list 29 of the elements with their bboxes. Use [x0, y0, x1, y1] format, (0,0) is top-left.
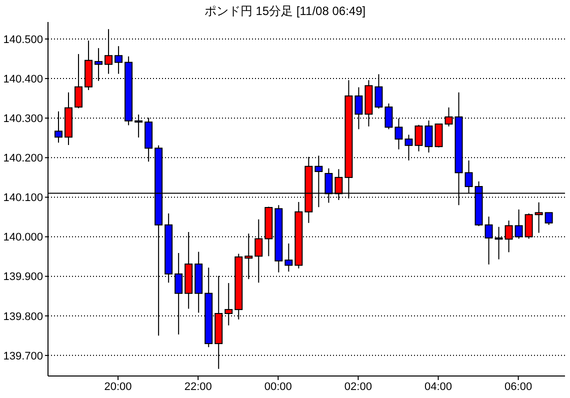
y-tick-label: 139.700 [3, 350, 43, 362]
chart-title: ポンド円 15分足 [11/08 06:49] [203, 3, 367, 20]
x-tick-label: 22:00 [184, 380, 212, 393]
candlestick [394, 118, 403, 150]
x-tick-label: 00:00 [264, 380, 292, 393]
y-tick-label: 139.900 [3, 271, 43, 284]
x-tick-label: 06:00 [504, 380, 532, 393]
y-tick-label: 140.200 [3, 152, 43, 165]
candlestick [74, 54, 83, 109]
y-tick-label: 140.400 [3, 73, 43, 86]
candlestick [544, 212, 553, 226]
candlestick [114, 46, 123, 74]
candlestick [424, 120, 433, 154]
candlestick [374, 74, 383, 110]
candlestick [434, 124, 443, 148]
x-tick-label: 04:00 [424, 380, 452, 393]
candlestick [134, 114, 143, 138]
candlestick [534, 202, 543, 234]
y-tick-label: 140.000 [3, 232, 43, 244]
y-tick-label: 139.800 [3, 310, 43, 323]
x-tick-label: 02:00 [344, 380, 372, 393]
x-tick-label: 20:00 [104, 380, 132, 393]
y-tick-label: 140.500 [3, 34, 43, 46]
candlestick [104, 28, 113, 74]
y-tick-label: 140.300 [3, 113, 43, 126]
candlestick [414, 124, 423, 152]
candlestick [404, 134, 413, 161]
y-tick-label: 140.100 [3, 192, 43, 204]
candlestick [284, 242, 293, 272]
